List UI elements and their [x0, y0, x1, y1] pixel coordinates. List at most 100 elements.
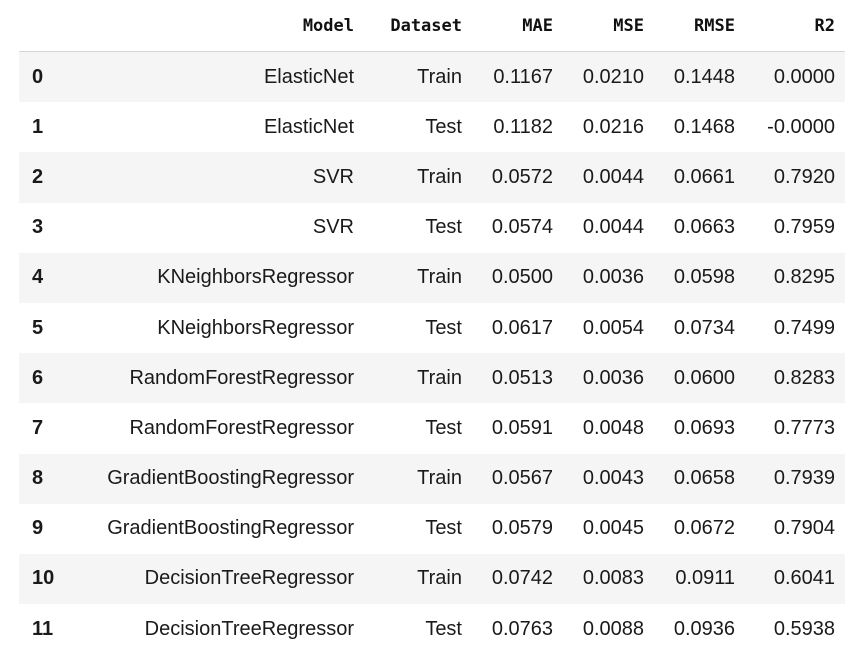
results-table: Model Dataset MAE MSE RMSE R2 0 ElasticNe… — [19, 0, 845, 655]
table-row: 9 GradientBoostingRegressor Test 0.0579 0.00… — [19, 503, 845, 554]
table-row: 5 KNeighborsRegressor Test 0.0617 0.0054 0.07… — [19, 302, 845, 354]
cell-rmse: 0.0661 — [654, 152, 745, 203]
cell-rmse: 0.1448 — [654, 51, 745, 103]
cell-mae: 0.1182 — [472, 102, 563, 153]
table-row: 11 DecisionTreeRegressor Test 0.0763 0.0088 0… — [19, 604, 845, 655]
cell-dataset: Test — [364, 302, 472, 354]
cell-mae: 0.0617 — [472, 302, 563, 354]
cell-mse: 0.0210 — [563, 51, 654, 103]
row-index: 10 — [19, 553, 67, 605]
table-row: 2 SVR Train 0.0572 0.0044 0.0661 0.7920 — [19, 152, 845, 203]
header-row: Model Dataset MAE MSE RMSE R2 — [19, 0, 845, 52]
cell-r2: 0.7773 — [745, 403, 845, 454]
cell-mse: 0.0083 — [563, 553, 654, 605]
cell-model: RandomForestRegressor — [67, 353, 364, 404]
cell-r2: 0.0000 — [745, 51, 845, 103]
cell-mae: 0.0500 — [472, 252, 563, 303]
cell-model: DecisionTreeRegressor — [67, 553, 364, 605]
row-index: 7 — [19, 403, 67, 454]
table-row: 3 SVR Test 0.0574 0.0044 0.0663 0.7959 — [19, 202, 845, 253]
row-index: 0 — [19, 51, 67, 103]
cell-model: ElasticNet — [67, 102, 364, 153]
cell-dataset: Train — [364, 152, 472, 203]
cell-rmse: 0.1468 — [654, 102, 745, 153]
table-row: 0 ElasticNet Train 0.1167 0.0210 0.1448 0.0000 — [19, 51, 845, 103]
cell-dataset: Train — [364, 553, 472, 605]
cell-model: SVR — [67, 202, 364, 253]
cell-r2: 0.8295 — [745, 252, 845, 303]
cell-model: SVR — [67, 152, 364, 203]
cell-model: RandomForestRegressor — [67, 403, 364, 454]
table-row: 4 KNeighborsRegressor Train 0.0500 0.0036 0.0… — [19, 252, 845, 303]
cell-mse: 0.0048 — [563, 403, 654, 454]
cell-r2: 0.7939 — [745, 453, 845, 504]
cell-mae: 0.0763 — [472, 604, 563, 655]
row-index: 8 — [19, 453, 67, 504]
cell-mse: 0.0216 — [563, 102, 654, 153]
cell-mse: 0.0044 — [563, 152, 654, 203]
cell-dataset: Test — [364, 202, 472, 253]
table-row: 8 GradientBoostingRegressor Train 0.0567 0.0… — [19, 453, 845, 504]
table-row: 10 DecisionTreeRegressor Train 0.0742 0.0083… — [19, 553, 845, 605]
row-index: 5 — [19, 302, 67, 354]
header-index — [19, 0, 67, 52]
cell-rmse: 0.0672 — [654, 503, 745, 554]
cell-dataset: Train — [364, 353, 472, 404]
row-index: 11 — [19, 604, 67, 655]
cell-model: GradientBoostingRegressor — [67, 503, 364, 554]
cell-rmse: 0.0598 — [654, 252, 745, 303]
header-dataset: Dataset — [364, 0, 472, 52]
row-index: 6 — [19, 353, 67, 404]
cell-rmse: 0.0911 — [654, 553, 745, 605]
row-index: 3 — [19, 202, 67, 253]
cell-r2: 0.5938 — [745, 604, 845, 655]
cell-rmse: 0.0693 — [654, 403, 745, 454]
cell-model: GradientBoostingRegressor — [67, 453, 364, 504]
dataframe-output: Model Dataset MAE MSE RMSE R2 0 ElasticNe… — [19, 0, 845, 655]
cell-mse: 0.0036 — [563, 252, 654, 303]
cell-dataset: Train — [364, 51, 472, 103]
cell-model: DecisionTreeRegressor — [67, 604, 364, 655]
cell-mae: 0.0742 — [472, 553, 563, 605]
cell-mae: 0.0591 — [472, 403, 563, 454]
cell-rmse: 0.0936 — [654, 604, 745, 655]
cell-model: ElasticNet — [67, 51, 364, 103]
header-mae: MAE — [472, 0, 563, 52]
header-rmse: RMSE — [654, 0, 745, 52]
cell-mse: 0.0054 — [563, 302, 654, 354]
cell-dataset: Test — [364, 102, 472, 153]
cell-mse: 0.0044 — [563, 202, 654, 253]
cell-r2: 0.7920 — [745, 152, 845, 203]
cell-mae: 0.0567 — [472, 453, 563, 504]
cell-mae: 0.0513 — [472, 353, 563, 404]
cell-mse: 0.0036 — [563, 353, 654, 404]
row-index: 4 — [19, 252, 67, 303]
cell-mse: 0.0045 — [563, 503, 654, 554]
cell-rmse: 0.0734 — [654, 302, 745, 354]
cell-model: KNeighborsRegressor — [67, 252, 364, 303]
cell-mae: 0.0579 — [472, 503, 563, 554]
cell-dataset: Train — [364, 252, 472, 303]
table-row: 7 RandomForestRegressor Test 0.0591 0.0048 0.… — [19, 403, 845, 454]
table-row: 6 RandomForestRegressor Train 0.0513 0.0036 0… — [19, 353, 845, 404]
cell-r2: 0.7904 — [745, 503, 845, 554]
row-index: 1 — [19, 102, 67, 153]
header-mse: MSE — [563, 0, 654, 52]
table-row: 1 ElasticNet Test 0.1182 0.0216 0.1468 -0.0000 — [19, 102, 845, 153]
cell-r2: 0.8283 — [745, 353, 845, 404]
header-model: Model — [67, 0, 364, 52]
cell-rmse: 0.0663 — [654, 202, 745, 253]
cell-mae: 0.0572 — [472, 152, 563, 203]
row-index: 9 — [19, 503, 67, 554]
cell-rmse: 0.0600 — [654, 353, 745, 404]
cell-model: KNeighborsRegressor — [67, 302, 364, 354]
cell-dataset: Test — [364, 403, 472, 454]
cell-mse: 0.0088 — [563, 604, 654, 655]
cell-dataset: Train — [364, 453, 472, 504]
cell-mse: 0.0043 — [563, 453, 654, 504]
header-r2: R2 — [745, 0, 845, 52]
cell-mae: 0.0574 — [472, 202, 563, 253]
cell-r2: -0.0000 — [745, 102, 845, 153]
cell-rmse: 0.0658 — [654, 453, 745, 504]
cell-r2: 0.6041 — [745, 553, 845, 605]
